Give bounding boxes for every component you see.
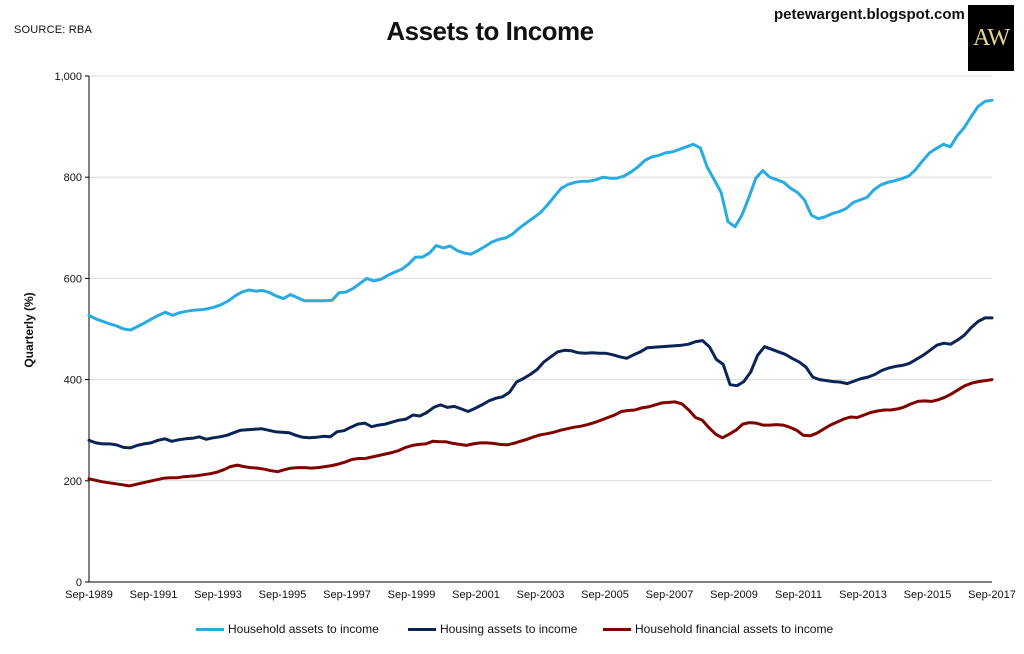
x-tick-label: Sep-1993 <box>194 589 242 601</box>
x-tick-label: Sep-2017 <box>968 589 1016 601</box>
series-line-financial <box>87 378 994 488</box>
series-line-housing <box>87 316 994 450</box>
blog-url: petewargent.blogspot.com <box>774 6 965 23</box>
y-tick-label: 800 <box>64 172 82 184</box>
legend-item-household: Household assets to income <box>196 622 379 636</box>
y-tick-label: 400 <box>64 375 82 387</box>
legend-item-financial: Household financial assets to income <box>603 622 833 636</box>
x-tick-label: Sep-2009 <box>710 589 758 601</box>
logo-text: AW <box>972 24 1010 51</box>
x-tick-label: Sep-2003 <box>517 589 565 601</box>
legend-swatch-financial <box>603 627 631 631</box>
x-tick-label: Sep-2001 <box>452 589 500 601</box>
legend-label-household: Household assets to income <box>228 622 379 636</box>
y-tick-label: 0 <box>76 577 82 589</box>
legend: Household assets to income Housing asset… <box>0 622 1024 642</box>
x-tick-label: Sep-2007 <box>646 589 694 601</box>
y-axis-label: Quarterly (%) <box>22 292 36 367</box>
x-tick-label: Sep-1989 <box>65 589 113 601</box>
legend-item-housing: Housing assets to income <box>408 622 577 636</box>
legend-swatch-housing <box>408 627 436 631</box>
x-tick-label: Sep-1995 <box>259 589 307 601</box>
legend-label-housing: Housing assets to income <box>440 622 578 636</box>
legend-swatch-household <box>196 627 224 631</box>
series-line-household <box>87 98 994 332</box>
chart-title: Assets to Income <box>386 16 594 46</box>
series-lines <box>87 98 994 488</box>
x-tick-label: Sep-2005 <box>581 589 629 601</box>
y-tick-label: 1,000 <box>54 71 82 83</box>
source-note: SOURCE: RBA <box>14 24 92 36</box>
x-tick-label: Sep-1997 <box>323 589 371 601</box>
x-tick-label: Sep-1991 <box>130 589 178 601</box>
x-tick-label: Sep-1999 <box>388 589 436 601</box>
legend-label-financial: Household financial assets to income <box>635 622 834 636</box>
x-tick-label: Sep-2011 <box>775 589 822 601</box>
y-tick-label: 600 <box>64 273 82 285</box>
x-tick-label: Sep-2015 <box>904 589 952 601</box>
y-axis-ticks: 0 200 400 600 800 1,000 <box>54 71 90 589</box>
x-axis-ticks: Sep-1989 Sep-1991 Sep-1993 Sep-1995 Sep-1997… <box>65 581 1016 601</box>
aw-logo: AW <box>968 5 1014 71</box>
grid-lines <box>89 75 992 482</box>
y-tick-label: 200 <box>64 476 82 488</box>
x-tick-label: Sep-2013 <box>839 589 887 601</box>
